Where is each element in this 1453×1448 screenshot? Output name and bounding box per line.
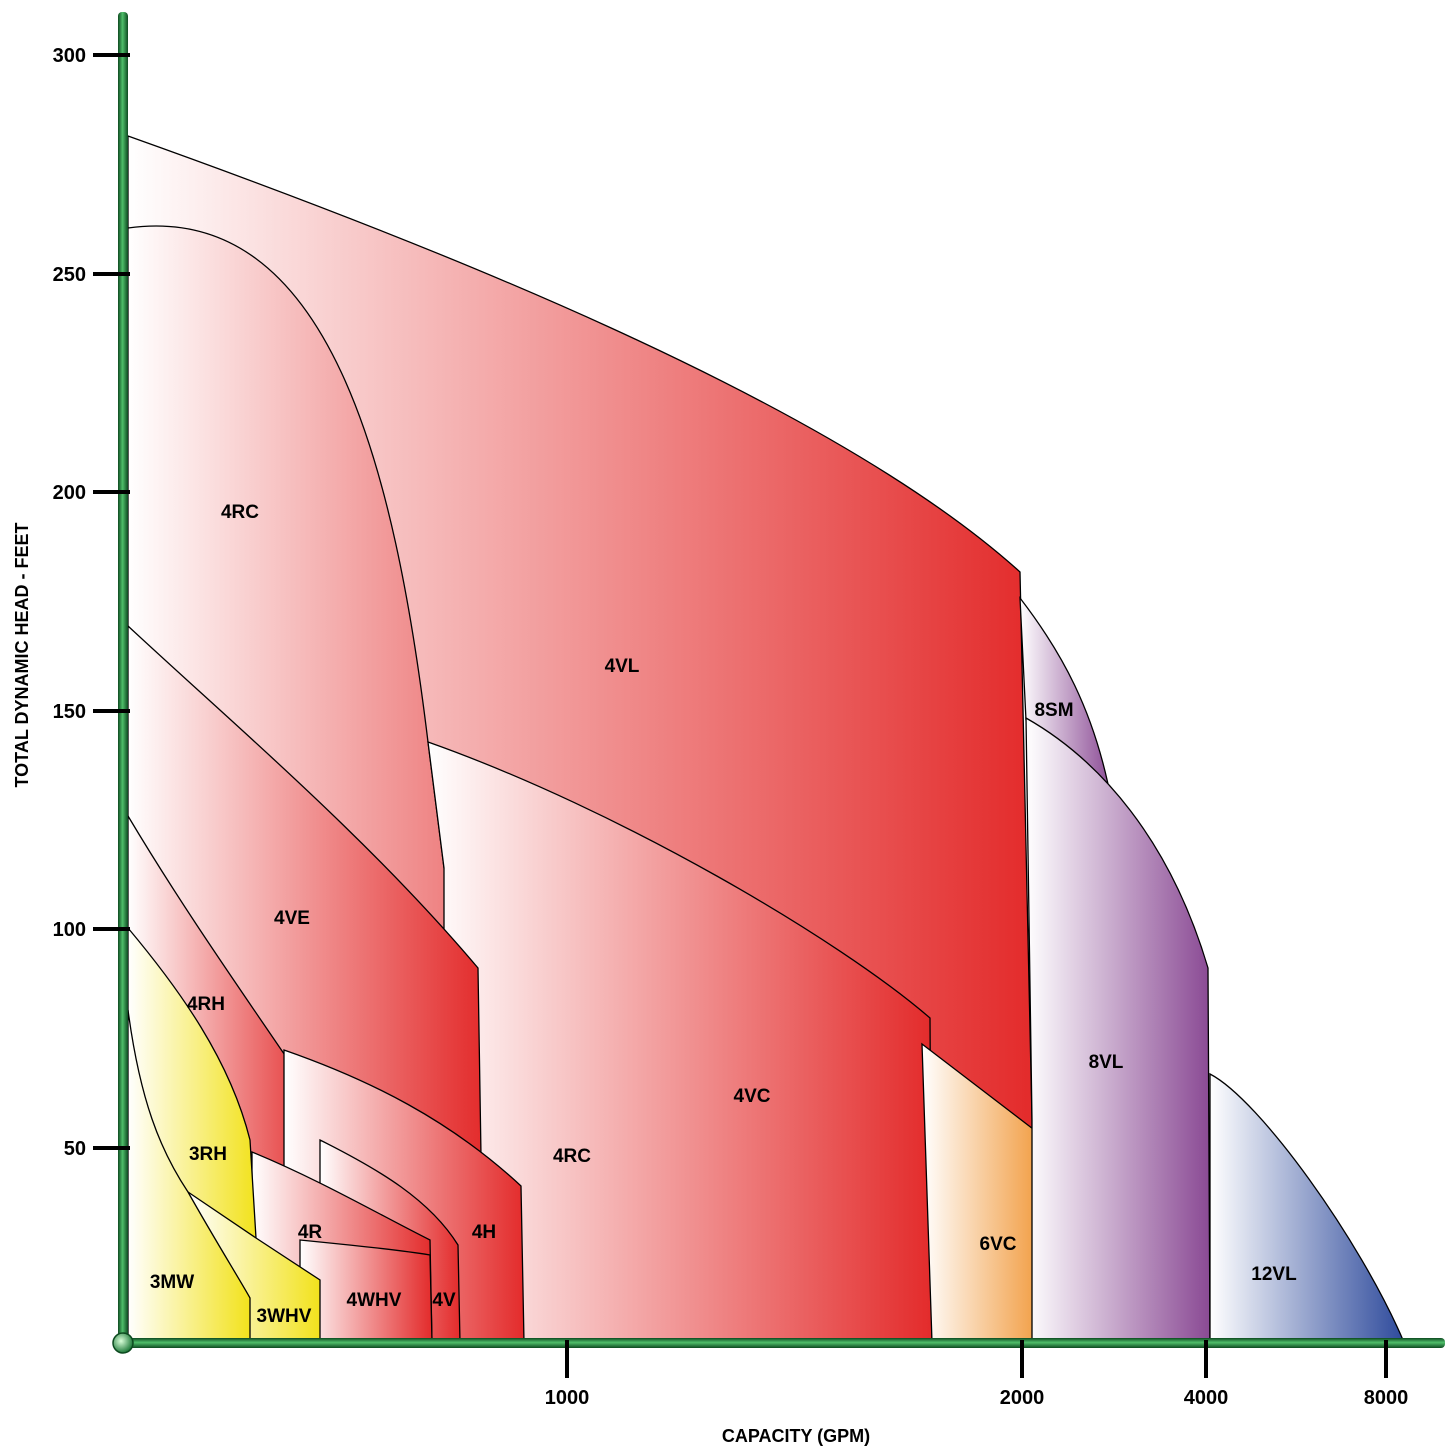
- y-tick-label: 50: [64, 1138, 86, 1160]
- y-tick-label: 100: [53, 919, 86, 941]
- label-4whv: 4WHV: [347, 1290, 402, 1311]
- x-tick-label: 4000: [1184, 1387, 1229, 1409]
- label-4ve: 4VE: [274, 908, 310, 929]
- label-12vl: 12VL: [1251, 1264, 1297, 1285]
- x-ticks: 1000 2000 4000 8000: [545, 1340, 1409, 1409]
- label-8sm: 8SM: [1034, 700, 1073, 721]
- y-tick-label: 300: [53, 45, 86, 67]
- y-axis-title: TOTAL DYNAMIC HEAD - FEET: [12, 522, 32, 787]
- x-tick-label: 1000: [545, 1387, 590, 1409]
- region-3mw: [127, 1009, 251, 1343]
- label-4v: 4V: [432, 1290, 456, 1311]
- label-3whv: 3WHV: [257, 1306, 312, 1327]
- x-tick-label: 2000: [1000, 1387, 1045, 1409]
- y-tick-label: 200: [53, 482, 86, 504]
- x-axis-line: [118, 1338, 1445, 1348]
- x-tick-label: 8000: [1364, 1387, 1409, 1409]
- region-8vl: [1025, 716, 1211, 1343]
- label-8vl: 8VL: [1089, 1052, 1124, 1073]
- label-3rh: 3RH: [189, 1144, 227, 1165]
- label-6vc: 6VC: [980, 1234, 1017, 1255]
- region-4vc: [427, 741, 933, 1343]
- axis-origin-knob: [112, 1332, 134, 1354]
- regions: [127, 135, 1404, 1343]
- y-tick-label: 250: [53, 264, 86, 286]
- label-3mw: 3MW: [150, 1272, 194, 1293]
- axes: 50 100 150 200 250 300 1000 2000 4000 80…: [12, 12, 1445, 1446]
- label-4h: 4H: [472, 1222, 496, 1243]
- region-4whv: [299, 1239, 433, 1343]
- label-4r: 4R: [298, 1222, 323, 1243]
- y-axis-line: [118, 12, 128, 1348]
- y-tick-label: 150: [53, 701, 86, 723]
- y-ticks: 50 100 150 200 250 300: [53, 45, 130, 1160]
- label-4rh: 4RH: [187, 994, 225, 1015]
- label-4rc-bottom: 4RC: [553, 1146, 591, 1167]
- label-4vc: 4VC: [734, 1086, 771, 1107]
- label-4vl: 4VL: [605, 656, 640, 677]
- region-12vl: [1209, 1072, 1404, 1343]
- region-labels: 4RC 4VL 8SM 4VE 4RH 8VL 4VC 3RH 4RC 4H 4…: [150, 502, 1297, 1327]
- x-axis-title: CAPACITY (GPM): [722, 1426, 870, 1446]
- label-4rc-top: 4RC: [221, 502, 259, 523]
